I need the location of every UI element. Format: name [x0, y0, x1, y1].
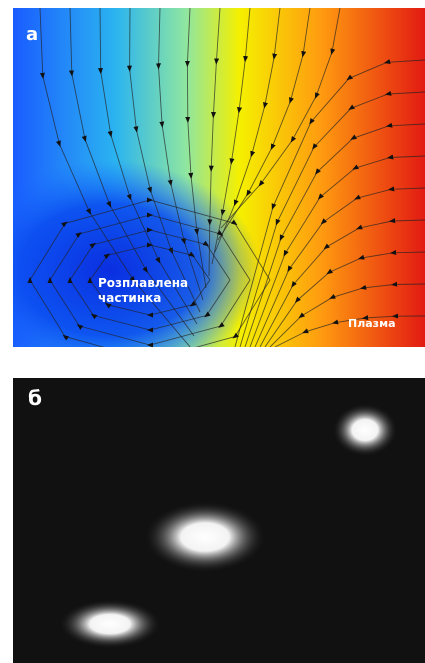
particle-glow [60, 600, 160, 648]
particle-glow [333, 404, 397, 456]
page: а Розплавлена частинка Плазма б (() => {… [0, 0, 425, 663]
figure: а Розплавлена частинка Плазма б [0, 0, 425, 663]
panel-a: а Розплавлена частинка Плазма [0, 8, 425, 380]
particle-label: частинка [98, 291, 161, 305]
panel-label: а [26, 24, 38, 45]
panel-b: б [13, 378, 425, 663]
particle-label: Розплавлена [98, 276, 188, 290]
particle-glow [145, 502, 265, 572]
plasma-label: Плазма [348, 317, 396, 330]
panel-label: б [28, 386, 42, 410]
